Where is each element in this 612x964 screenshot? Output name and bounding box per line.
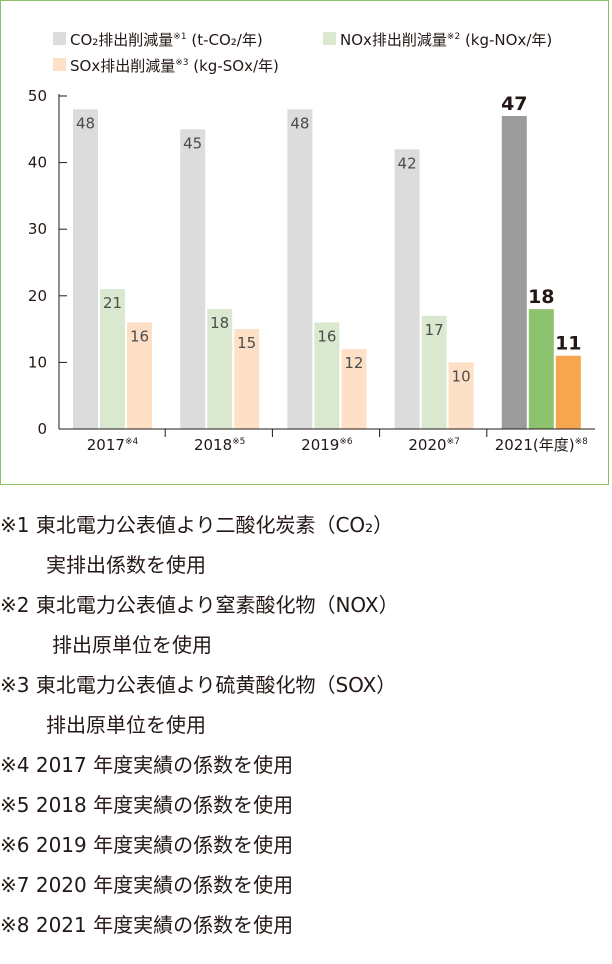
data-label-1-3: 17	[425, 321, 444, 339]
x-tick-label: 2017※4	[87, 436, 139, 454]
data-label-2-1: 15	[237, 334, 256, 352]
y-axis: 0 10 20 30 40 50	[28, 87, 67, 438]
legend: CO₂排出削減量※1 (t-CO₂/年) NOx排出削減量※2 (kg-NOx/年…	[53, 31, 552, 75]
legend-label-1: NOx排出削減量※2 (kg-NOx/年)	[340, 31, 552, 49]
chart-frame: CO₂排出削減量※1 (t-CO₂/年) NOx排出削減量※2 (kg-NOx/年…	[0, 0, 609, 485]
data-label-0-4: 47	[501, 93, 527, 115]
data-label-1-1: 18	[210, 314, 229, 332]
data-label-0-1: 45	[183, 134, 202, 152]
footnote-5: ※5 2018 年度実績の係数を使用	[0, 793, 294, 817]
footnote-2: ※2 東北電力公表値より窒素酸化物（NOX）	[0, 593, 399, 617]
bar-chart: CO₂排出削減量※1 (t-CO₂/年) NOx排出削減量※2 (kg-NOx/年…	[28, 31, 595, 454]
footnote-8: ※8 2021 年度実績の係数を使用	[0, 913, 294, 937]
data-label-2-3: 10	[452, 367, 471, 385]
legend-swatch-0	[53, 32, 66, 45]
x-tick-label: 2018※5	[194, 436, 245, 454]
bar-0-4	[501, 115, 527, 429]
y-tick-label: 40	[28, 154, 47, 172]
data-label-1-0: 21	[103, 294, 122, 312]
bar-0-1	[180, 129, 206, 430]
bar-2-3	[448, 362, 474, 429]
footnote-7: ※7 2020 年度実績の係数を使用	[0, 873, 294, 897]
bar-2-4	[555, 355, 581, 429]
bars: 48 21 16 45 18 15 48 16 12 42 17 10 47 18 11	[73, 93, 582, 430]
y-tick-label: 0	[37, 420, 47, 438]
data-label-0-2: 48	[290, 114, 309, 132]
x-tick-label: 2019※6	[301, 436, 353, 454]
footnote-3-cont: 排出原単位を使用	[46, 713, 206, 737]
footnote-1-cont: 実排出係数を使用	[46, 553, 206, 577]
x-tick-label: 2021(年度)※8	[495, 436, 588, 454]
data-label-1-4: 18	[528, 286, 554, 308]
y-tick-label: 30	[28, 220, 47, 238]
bar-1-1	[207, 309, 233, 429]
bar-1-3	[421, 315, 447, 429]
data-label-2-2: 12	[344, 354, 363, 372]
bar-2-1	[234, 329, 260, 429]
data-label-2-0: 16	[130, 327, 149, 345]
data-label-0-0: 48	[76, 114, 95, 132]
footnote-3: ※3 東北電力公表値より硫黄酸化物（SOX）	[0, 673, 397, 697]
data-label-1-2: 16	[317, 327, 336, 345]
bar-1-0	[100, 289, 125, 429]
y-tick-label: 20	[28, 287, 47, 305]
legend-swatch-2	[53, 58, 66, 71]
bar-2-2	[341, 349, 367, 429]
bar-1-2	[314, 322, 340, 429]
legend-label-2: SOx排出削減量※3 (kg-SOx/年)	[70, 57, 279, 75]
footnote-4: ※4 2017 年度実績の係数を使用	[0, 753, 294, 777]
y-tick-label: 50	[28, 87, 47, 105]
data-label-2-4: 11	[555, 333, 581, 355]
footnote-2-cont: 排出原単位を使用	[52, 633, 212, 657]
y-tick-label: 10	[28, 353, 47, 371]
footnote-1: ※1 東北電力公表値より二酸化炭素（CO₂）	[0, 513, 394, 537]
bar-0-0	[73, 109, 98, 429]
legend-swatch-1	[323, 32, 336, 45]
legend-label-0: CO₂排出削減量※1 (t-CO₂/年)	[70, 31, 263, 49]
x-tick-label: 2020※7	[408, 436, 459, 454]
bar-0-2	[287, 109, 313, 429]
x-axis: 2017※4 2018※5 2019※6 2020※7 2021(年度)※8	[59, 428, 595, 454]
bar-2-0	[127, 322, 152, 429]
data-label-0-3: 42	[398, 154, 417, 172]
bar-0-3	[394, 149, 420, 429]
bar-1-4	[528, 309, 554, 429]
footnotes: ※1 東北電力公表値より二酸化炭素（CO₂） 実排出係数を使用 ※2 東北電力公表値…	[0, 505, 612, 945]
footnote-6: ※6 2019 年度実績の係数を使用	[0, 833, 294, 857]
